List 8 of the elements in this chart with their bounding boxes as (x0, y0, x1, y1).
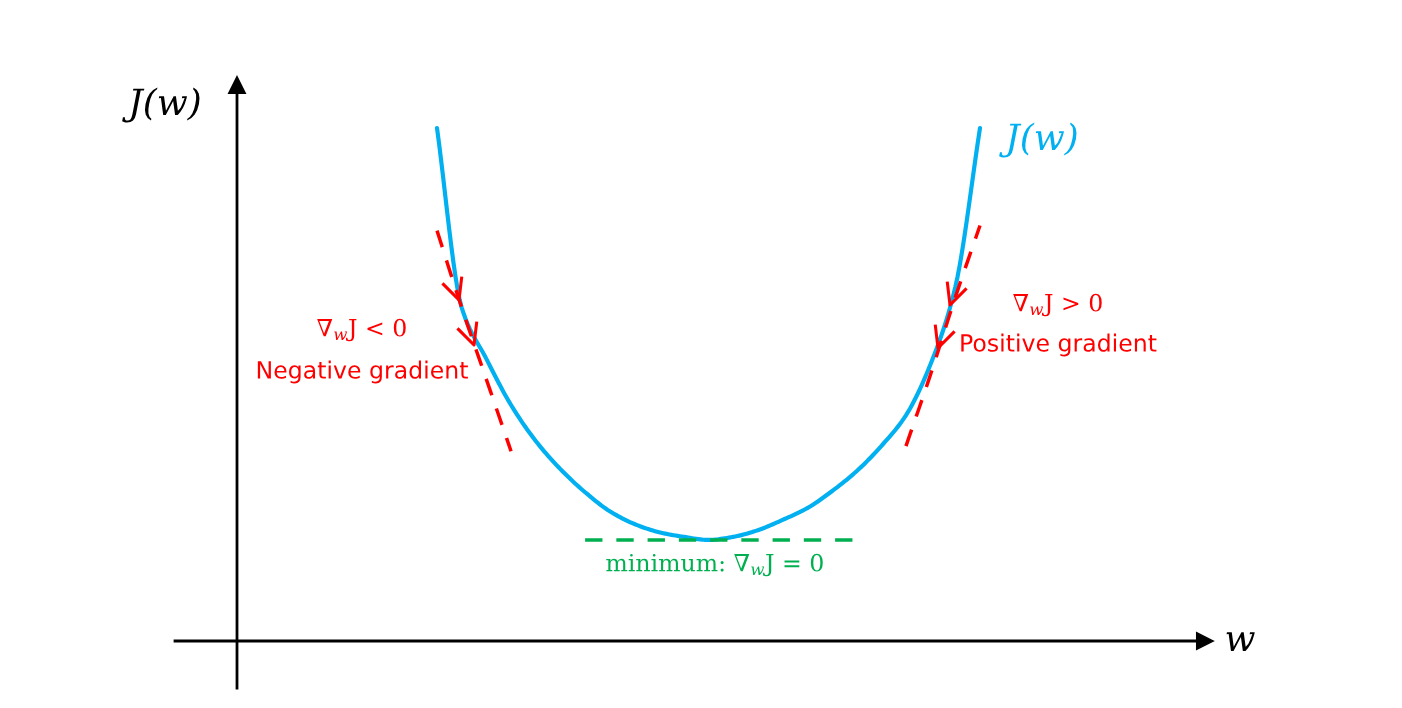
text: ∇$_{w}$J < 0 (317, 318, 406, 342)
annotation: Negative gradient (257, 360, 468, 384)
annotation: Positive gradient (961, 333, 1157, 357)
text: J(w) (122, 87, 200, 123)
text: ∇$_{w}$J > 0 (1013, 293, 1102, 317)
annotation: minimum: ∇$_{w}$J = 0 (606, 553, 823, 577)
text: w (1226, 632, 1255, 651)
series-label: J(w) (999, 122, 1077, 158)
